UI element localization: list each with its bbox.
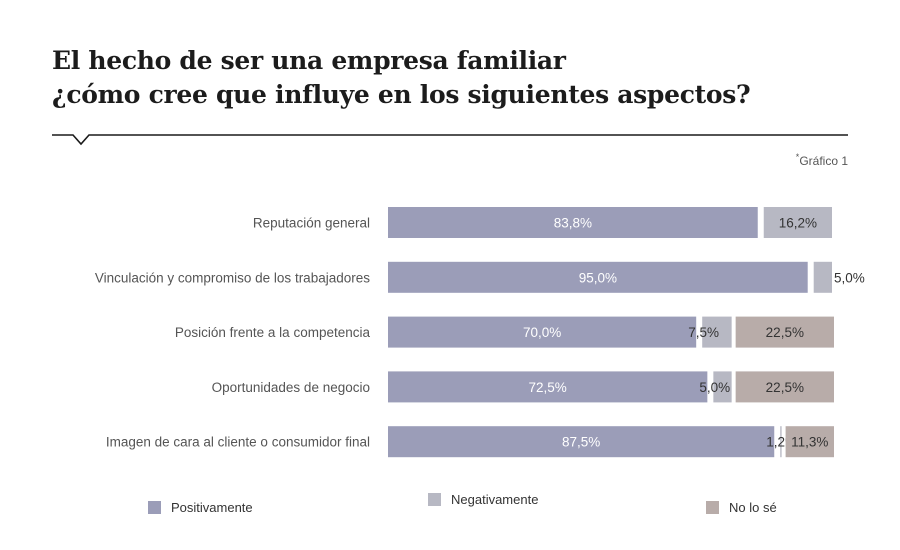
legend-item-negativamente: Negativamente xyxy=(428,492,538,507)
data-label-no-lo-se-imagen-de-cara-al-cliente-o-consumidor-final: 11,3% xyxy=(791,435,828,450)
data-label-positivamente-posicion-frente-a-la-competencia: 70,0% xyxy=(523,325,561,340)
bar-no-lo-se-imagen-de-cara-al-cliente-o-consumidor-final xyxy=(785,426,834,458)
bar-positivamente-posicion-frente-a-la-competencia xyxy=(388,316,697,348)
bar-positivamente-reputacion-general xyxy=(388,207,758,238)
data-label-negativamente-reputacion-general: 16,2% xyxy=(779,216,817,231)
bar-positivamente-vinculacion-y-compromiso-de-los-trabajadores xyxy=(388,261,808,293)
category-label-oportunidades-de-negocio: Oportunidades de negocio xyxy=(212,380,370,395)
bar-negativamente-imagen-de-cara-al-cliente-o-consumidor-final xyxy=(780,426,782,458)
category-label-imagen-de-cara-al-cliente-o-consumidor-final: Imagen de cara al cliente o consumidor f… xyxy=(106,435,370,450)
bar-no-lo-se-posicion-frente-a-la-competencia xyxy=(735,316,834,348)
figure-label-mark: * xyxy=(795,152,800,162)
bar-negativamente-vinculacion-y-compromiso-de-los-trabajadores xyxy=(813,261,832,293)
bar-no-lo-se-oportunidades-de-negocio xyxy=(735,371,834,403)
category-label-reputacion-general: Reputación general xyxy=(253,216,370,231)
legend-label-negativamente: Negativamente xyxy=(451,492,539,507)
bar-negativamente-reputacion-general xyxy=(763,207,832,238)
bar-positivamente-imagen-de-cara-al-cliente-o-consumidor-final xyxy=(388,426,775,458)
title-divider xyxy=(52,134,848,146)
bar-positivamente-oportunidades-de-negocio xyxy=(388,371,708,403)
category-label-vinculacion-y-compromiso-de-los-trabajadores: Vinculación y compromiso de los trabajad… xyxy=(95,270,370,285)
chart-title-line-1: El hecho de ser una empresa familiar xyxy=(52,46,566,75)
data-label-no-lo-se-posicion-frente-a-la-competencia: 22,5% xyxy=(766,325,804,340)
legend-label-positivamente: Positivamente xyxy=(171,500,253,515)
legend-item-positivamente: Positivamente xyxy=(148,500,253,515)
legend-item-no-lo-se: No lo sé xyxy=(706,500,777,515)
figure-label-text: Gráfico 1 xyxy=(799,154,848,168)
bar-negativamente-posicion-frente-a-la-competencia xyxy=(702,316,732,348)
data-label-no-lo-se-oportunidades-de-negocio: 22,5% xyxy=(766,380,804,395)
chart-title-line-2: ¿cómo cree que influye en los siguientes… xyxy=(52,80,751,109)
data-label-negativamente-vinculacion-y-compromiso-de-los-trabajadores: 5,0% xyxy=(834,270,865,285)
chart-title: El hecho de ser una empresa familiar ¿có… xyxy=(52,44,852,112)
legend-swatch-no-lo-se xyxy=(706,501,719,514)
figure-label: *Gráfico 1 xyxy=(796,152,848,168)
bar-negativamente-oportunidades-de-negocio xyxy=(713,371,732,403)
data-label-positivamente-oportunidades-de-negocio: 72,5% xyxy=(529,380,567,395)
category-label-posicion-frente-a-la-competencia: Posición frente a la competencia xyxy=(175,325,371,340)
data-label-positivamente-reputacion-general: 83,8% xyxy=(554,216,592,231)
legend-label-no-lo-se: No lo sé xyxy=(729,500,777,515)
data-label-negativamente-posicion-frente-a-la-competencia: 7,5% xyxy=(688,325,719,340)
data-label-positivamente-imagen-de-cara-al-cliente-o-consumidor-final: 87,5% xyxy=(562,435,600,450)
legend-swatch-negativamente xyxy=(428,493,441,506)
data-label-positivamente-vinculacion-y-compromiso-de-los-trabajadores: 95,0% xyxy=(579,270,617,285)
legend-swatch-positivamente xyxy=(148,501,161,514)
data-label-negativamente-oportunidades-de-negocio: 5,0% xyxy=(699,380,730,395)
